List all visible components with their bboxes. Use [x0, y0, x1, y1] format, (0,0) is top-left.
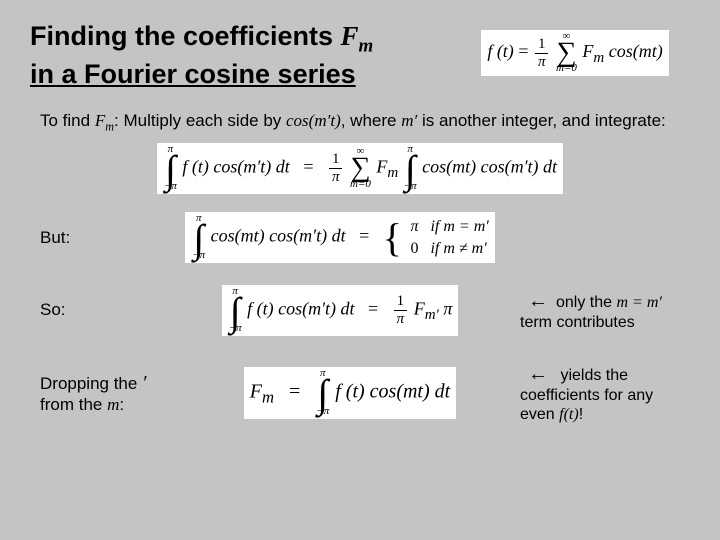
intro-F: F [95, 111, 105, 130]
eq1-lhs: f (t) cos(m′t) dt [182, 157, 289, 177]
equation-series-definition: f (t) = 1π ∞∑m=0 Fm cos(mt) [450, 30, 700, 76]
eq0-F: F [582, 41, 593, 61]
eq4-F: F [250, 381, 262, 403]
eq0-num: 1 [535, 37, 549, 54]
eq3-den: π [394, 311, 408, 327]
intro-d: is another integer, and integrate: [417, 111, 666, 130]
eq1-num: 1 [329, 152, 343, 169]
eq1-F: F [376, 157, 387, 177]
arrow-left-2: ← [528, 363, 548, 385]
so-note-expr: m = m′ [616, 294, 661, 311]
eq2-c2c: if m ≠ m′ [430, 240, 486, 257]
but-row: But: π∫−π cos(mt) cos(m′t) dt = { π if m… [30, 212, 690, 263]
eq3-lhs: f (t) cos(m′t) dt [247, 299, 354, 319]
eq1-m: m [387, 165, 398, 181]
sum-symbol-2: ∑ [350, 157, 371, 179]
so-note: ← only the m = m′ term contributes [520, 289, 690, 332]
final-b: ! [579, 406, 583, 423]
eq0-sum-lo: m=0 [556, 64, 577, 74]
so-note-a: only the [556, 294, 616, 311]
final-note: ← yields the coefficients for any even f… [520, 362, 690, 424]
eq1-sum-lo: m=0 [350, 180, 371, 190]
eq2-eq: = [359, 226, 369, 246]
but-label: But: [30, 228, 160, 248]
eq0-den: π [535, 54, 549, 70]
eq2-c2v: 0 [410, 240, 418, 257]
intro-b: : Multiply each side by [114, 111, 286, 130]
eq3-mp: m′ [425, 307, 439, 323]
drop-c: : [119, 395, 124, 414]
intro-a: To find [40, 111, 95, 130]
brace-symbol: { [383, 222, 402, 254]
title-F: F [341, 21, 359, 51]
intro-c: , where [341, 111, 401, 130]
eq3-pi: π [443, 299, 452, 319]
intro-mp2: m′ [401, 111, 417, 130]
eq2-lhs: cos(mt) cos(m′t) dt [211, 226, 346, 246]
integral-symbol-5: ∫ [317, 382, 328, 406]
eq2-c1c: if m = m′ [430, 218, 488, 235]
drop-b: from the [40, 395, 107, 414]
eq4-m: m [262, 388, 274, 407]
intro-m: m [105, 119, 114, 133]
eq1-rhs: cos(mt) cos(m′t) dt [422, 157, 557, 177]
eq4-eq: = [289, 381, 300, 403]
equation-1-row: π∫−π f (t) cos(m′t) dt = 1π ∞∑m=0 Fm π∫−… [30, 143, 690, 194]
so-note-b: term contributes [520, 314, 635, 331]
eq3-F: F [414, 299, 425, 319]
title-line2: in a Fourier cosine series [30, 59, 356, 89]
eq1-den: π [329, 169, 343, 185]
so-row: So: π∫−π f (t) cos(m′t) dt = 1π Fm′ π ←o… [30, 285, 690, 336]
intro-mp: m′t [314, 111, 335, 130]
eq4-rhs: f (t) cos(mt) dt [335, 381, 450, 403]
eq0-m: m [593, 50, 604, 66]
drop-m: m [107, 395, 119, 414]
eq3-num: 1 [394, 294, 408, 311]
integral-symbol: ∫ [165, 158, 176, 182]
integral-symbol-4: ∫ [230, 300, 241, 324]
eq0-equals: = [518, 41, 533, 61]
drop-a: Dropping the [40, 374, 142, 393]
integral-symbol-2: ∫ [405, 158, 416, 182]
eq1-eq: = [303, 157, 313, 177]
final-ft: f(t) [559, 406, 579, 423]
drop-prime: ′ [142, 372, 146, 394]
eq0-lhs: f (t) [487, 41, 514, 61]
sum-symbol: ∑ [556, 42, 577, 64]
intro-cos1: cos( [286, 111, 314, 130]
intro-text: To find Fm: Multiply each side by cos(m′… [40, 110, 680, 135]
integral-symbol-3: ∫ [193, 227, 204, 251]
eq2-c1v: π [410, 218, 418, 235]
drop-label: Dropping the ′ from the m: [30, 372, 180, 415]
title-m: m [359, 35, 374, 56]
arrow-left-1: ← [528, 290, 548, 312]
eq3-eq: = [368, 299, 378, 319]
eq0-cos: cos(mt) [609, 41, 663, 61]
dropping-row: Dropping the ′ from the m: Fm = π∫−π f (… [30, 362, 690, 424]
title-text-1: Finding the coefficients [30, 21, 341, 51]
so-label: So: [30, 300, 160, 320]
